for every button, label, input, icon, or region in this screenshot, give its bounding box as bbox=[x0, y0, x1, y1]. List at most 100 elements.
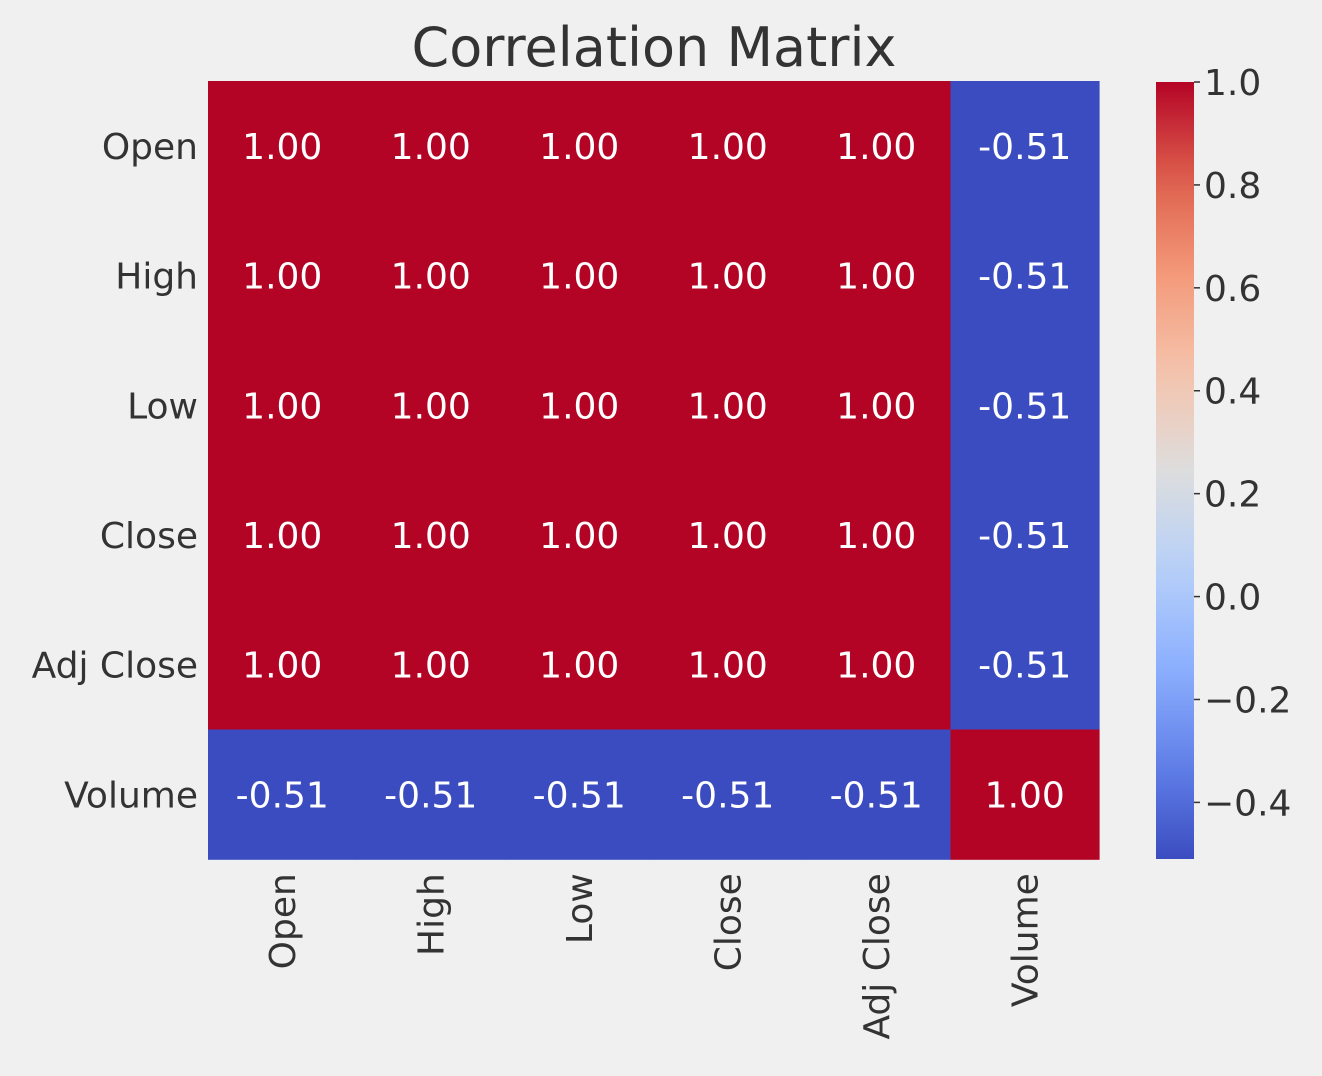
colorbar: 1.0 0.8 0.6 0.4 0.2 0.0 −0.2 −0.4 bbox=[1156, 63, 1291, 859]
heatmap-cell bbox=[208, 470, 358, 601]
heatmap-cell-label: 1.00 bbox=[242, 386, 322, 427]
heatmap-cell-label: -0.51 bbox=[384, 775, 477, 816]
heatmap-cell-label: -0.51 bbox=[978, 516, 1071, 557]
y-tick-label: High bbox=[115, 257, 198, 298]
y-axis-tick-labels: Open High Low Close Adj Close Volume bbox=[32, 127, 198, 816]
colorbar-tick-label: 0.8 bbox=[1204, 166, 1261, 207]
heatmap-cell-label: -0.51 bbox=[830, 775, 923, 816]
colorbar-tick-label: 0.4 bbox=[1204, 372, 1261, 413]
x-tick-label: Low bbox=[560, 873, 601, 944]
heatmap-cell bbox=[505, 729, 655, 860]
heatmap-cell-label: 1.00 bbox=[391, 516, 471, 557]
colorbar-gradient bbox=[1156, 82, 1194, 859]
heatmap-cell-labels: 1.00 1.00 1.00 1.00 1.00 -0.51 1.00 1.00 1.00 1.0… bbox=[236, 127, 1072, 816]
y-tick-label: Volume bbox=[64, 775, 198, 816]
heatmap-cell-label: 1.00 bbox=[242, 646, 322, 687]
heatmap-cell-label: 1.00 bbox=[836, 386, 916, 427]
heatmap-cell bbox=[356, 210, 506, 341]
heatmap-cell bbox=[802, 470, 952, 601]
heatmap-cell-label: 1.00 bbox=[688, 127, 768, 168]
colorbar-tick-label: 0.2 bbox=[1204, 475, 1261, 516]
heatmap-cell-label: 1.00 bbox=[242, 257, 322, 298]
heatmap-cell bbox=[208, 81, 358, 212]
heatmap-cell bbox=[802, 81, 952, 212]
heatmap-cell bbox=[950, 81, 1100, 212]
x-tick-label: Adj Close bbox=[857, 873, 898, 1039]
heatmap-cell bbox=[208, 340, 358, 471]
heatmap-cell-label: -0.51 bbox=[236, 775, 329, 816]
x-tick-label: High bbox=[412, 873, 453, 956]
heatmap-cell-label: -0.51 bbox=[978, 127, 1071, 168]
heatmap-cell-label: 1.00 bbox=[836, 516, 916, 557]
heatmap-cell bbox=[950, 599, 1100, 731]
heatmap-cell bbox=[356, 470, 506, 601]
y-tick-label: Low bbox=[127, 386, 198, 427]
heatmap-cell bbox=[356, 729, 506, 860]
colorbar-tick-label: 0.6 bbox=[1204, 269, 1261, 310]
heatmap-cell bbox=[950, 210, 1100, 341]
heatmap-cell bbox=[356, 81, 506, 212]
heatmap-cell-label: 1.00 bbox=[688, 386, 768, 427]
heatmap-cell-label: 1.00 bbox=[688, 646, 768, 687]
heatmap-cell bbox=[653, 81, 803, 212]
heatmap-cell-label: -0.51 bbox=[533, 775, 626, 816]
heatmap-cell bbox=[653, 729, 803, 860]
x-tick-label: Volume bbox=[1006, 873, 1047, 1007]
heatmap-cell-label: 1.00 bbox=[688, 257, 768, 298]
heatmap-cell-label: 1.00 bbox=[836, 127, 916, 168]
heatmap-cell-label: 1.00 bbox=[391, 386, 471, 427]
heatmap-cell bbox=[802, 340, 952, 471]
y-tick-label: Open bbox=[102, 127, 198, 168]
heatmap-cell-label: -0.51 bbox=[978, 257, 1071, 298]
colorbar-tick-label: 0.0 bbox=[1204, 578, 1261, 619]
heatmap-cell-label: 1.00 bbox=[836, 257, 916, 298]
heatmap-cell bbox=[505, 340, 655, 471]
heatmap-cell-label: 1.00 bbox=[836, 646, 916, 687]
heatmap-cell-label: 1.00 bbox=[391, 646, 471, 687]
heatmap-cell-label: 1.00 bbox=[985, 775, 1065, 816]
x-axis-tick-labels: Open High Low Close Adj Close Volume bbox=[263, 873, 1047, 1039]
colorbar-tick-label: −0.4 bbox=[1204, 783, 1291, 824]
heatmap-cell-label: -0.51 bbox=[681, 775, 774, 816]
heatmap-cell bbox=[802, 729, 952, 860]
y-tick-label: Close bbox=[100, 516, 198, 557]
heatmap-cell bbox=[653, 470, 803, 601]
x-tick-label: Open bbox=[263, 873, 304, 969]
heatmap-cell bbox=[950, 729, 1100, 860]
heatmap-cell bbox=[653, 210, 803, 341]
heatmap-cell bbox=[950, 340, 1100, 471]
x-tick-label: Close bbox=[709, 873, 750, 971]
heatmap-cell bbox=[505, 81, 655, 212]
heatmap-cell bbox=[505, 470, 655, 601]
heatmap-cell bbox=[356, 340, 506, 471]
heatmap-cell-label: 1.00 bbox=[539, 646, 619, 687]
heatmap-cell bbox=[208, 599, 358, 731]
colorbar-tick-label: −0.2 bbox=[1204, 680, 1291, 721]
colorbar-tick-labels: 1.0 0.8 0.6 0.4 0.2 0.0 −0.2 −0.4 bbox=[1194, 63, 1291, 824]
heatmap-cell bbox=[653, 340, 803, 471]
heatmap-cell bbox=[653, 599, 803, 731]
heatmap-cell-label: 1.00 bbox=[539, 127, 619, 168]
heatmap-cell bbox=[356, 599, 506, 731]
heatmap-cell-label: 1.00 bbox=[539, 257, 619, 298]
heatmap-cell bbox=[208, 729, 358, 860]
heatmap-cell bbox=[208, 210, 358, 341]
heatmap-cell-label: 1.00 bbox=[539, 386, 619, 427]
colorbar-tick-label: 1.0 bbox=[1204, 63, 1261, 104]
y-tick-label: Adj Close bbox=[32, 646, 198, 687]
heatmap-cells bbox=[208, 81, 1100, 860]
heatmap-cell-label: 1.00 bbox=[242, 127, 322, 168]
heatmap-cell-label: 1.00 bbox=[539, 516, 619, 557]
heatmap-cell bbox=[802, 210, 952, 341]
heatmap-cell bbox=[505, 599, 655, 731]
heatmap-cell-label: 1.00 bbox=[242, 516, 322, 557]
heatmap-cell-label: 1.00 bbox=[391, 257, 471, 298]
chart-title: Correlation Matrix bbox=[412, 16, 897, 79]
heatmap-cell bbox=[505, 210, 655, 341]
heatmap-cell-label: -0.51 bbox=[978, 646, 1071, 687]
heatmap-cell-label: 1.00 bbox=[391, 127, 471, 168]
heatmap-cell-label: -0.51 bbox=[978, 386, 1071, 427]
heatmap-cell-label: 1.00 bbox=[688, 516, 768, 557]
